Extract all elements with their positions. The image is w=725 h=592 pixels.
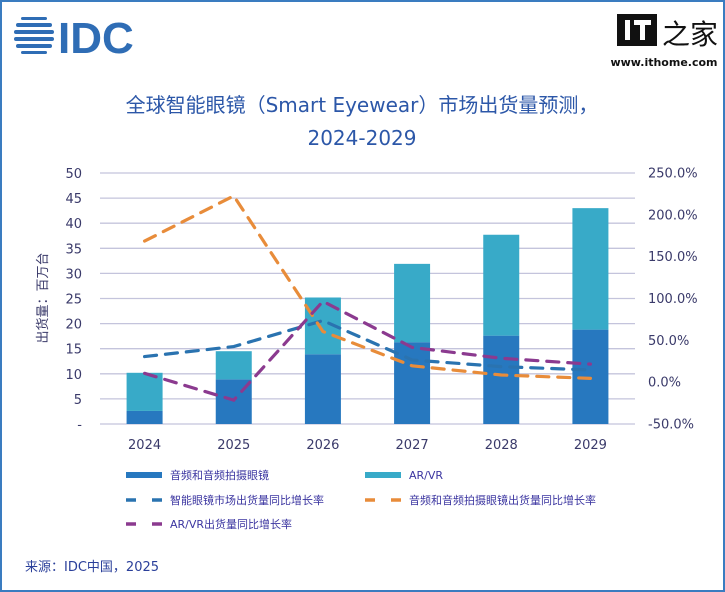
y2-tick-label: 150.0% <box>648 250 698 265</box>
y2-tick-label: -50.0% <box>648 418 694 433</box>
x-tick-label: 2027 <box>396 438 429 453</box>
lines <box>142 193 593 402</box>
x-tick-label: 2028 <box>485 438 518 453</box>
bars <box>126 208 609 424</box>
legend-label: AR/VR <box>409 469 443 482</box>
y2-ticks: -50.0% 0.0% 50.0% 100.0% 150.0% 200.0% 250.0% <box>648 166 698 432</box>
y-tick-label: 40 <box>65 217 82 232</box>
y2-tick-label: 250.0% <box>648 166 698 181</box>
legend-label: 音频和音频拍摄眼镜出货量同比增长率 <box>409 493 596 507</box>
y2-tick-label: 100.0% <box>648 292 698 307</box>
y2-tick-label: 200.0% <box>648 208 698 223</box>
idc-logo-text: IDC <box>58 14 134 63</box>
ithome-glyph: 之家 <box>662 18 718 51</box>
bar-audio-2027 <box>394 342 431 424</box>
x-tick-label: 2026 <box>306 438 339 453</box>
legend-label: 音频和音频拍摄眼镜 <box>170 468 269 482</box>
y-tick-label: 50 <box>65 167 82 182</box>
y-axis-label: 出货量：百万台 <box>35 252 51 343</box>
bar-arvr-2024 <box>126 372 163 411</box>
ithome-url: www.ithome.com <box>610 56 717 69</box>
growth-line-2 <box>142 299 593 402</box>
y2-tick-label: 50.0% <box>648 334 689 349</box>
growth-line-1 <box>142 193 593 380</box>
x-tick-label: 2029 <box>574 438 607 453</box>
y-tick-label: 5 <box>74 393 82 408</box>
y-tick-label: 15 <box>65 343 82 358</box>
bar-arvr-2028 <box>483 234 520 336</box>
y2-tick-label: 0.0% <box>648 376 681 391</box>
legend: 音频和音频拍摄眼镜 AR/VR 智能眼镜市场出货量同比增长率 音频和音频拍摄眼镜出货量… <box>126 468 596 531</box>
legend-label: 智能眼镜市场出货量同比增长率 <box>170 493 324 507</box>
legend-swatch-bar <box>126 472 162 478</box>
legend-label: AR/VR出货量同比增长率 <box>170 517 292 531</box>
chart-title-line2: 2024-2029 <box>307 126 416 150</box>
growth-line-0 <box>142 318 593 372</box>
y-tick-label: 30 <box>65 267 82 282</box>
source-note: 来源：IDC中国，2025 <box>25 560 159 575</box>
legend-swatch-bar <box>365 472 401 478</box>
bar-arvr-2029 <box>572 208 609 330</box>
x-tick-label: 2025 <box>217 438 250 453</box>
chart-title-line1: 全球智能眼镜（Smart Eyewear）市场出货量预测， <box>126 93 599 117</box>
bar-audio-2028 <box>483 335 520 424</box>
bar-arvr-2027 <box>394 263 431 343</box>
x-ticks: 2024 2025 2026 2027 2028 2029 <box>128 438 607 453</box>
globe-icon <box>14 17 54 54</box>
y-tick-label: 35 <box>65 242 82 257</box>
y-ticks: - 5 10 15 20 25 30 35 40 45 50 <box>65 167 82 433</box>
bar-arvr-2025 <box>215 351 252 380</box>
x-tick-label: 2024 <box>128 438 161 453</box>
y-tick-label: 10 <box>65 368 82 383</box>
bar-audio-2026 <box>304 354 341 424</box>
y-tick-label: 45 <box>65 192 82 207</box>
ithome-logo: 之家 www.ithome.com <box>610 14 718 69</box>
gridlines <box>100 172 635 425</box>
y-tick-label: 20 <box>65 318 82 333</box>
bar-audio-2024 <box>126 410 163 424</box>
idc-logo: IDC <box>14 14 134 63</box>
y-tick-label: - <box>77 418 82 433</box>
y-tick-label: 25 <box>65 293 82 308</box>
